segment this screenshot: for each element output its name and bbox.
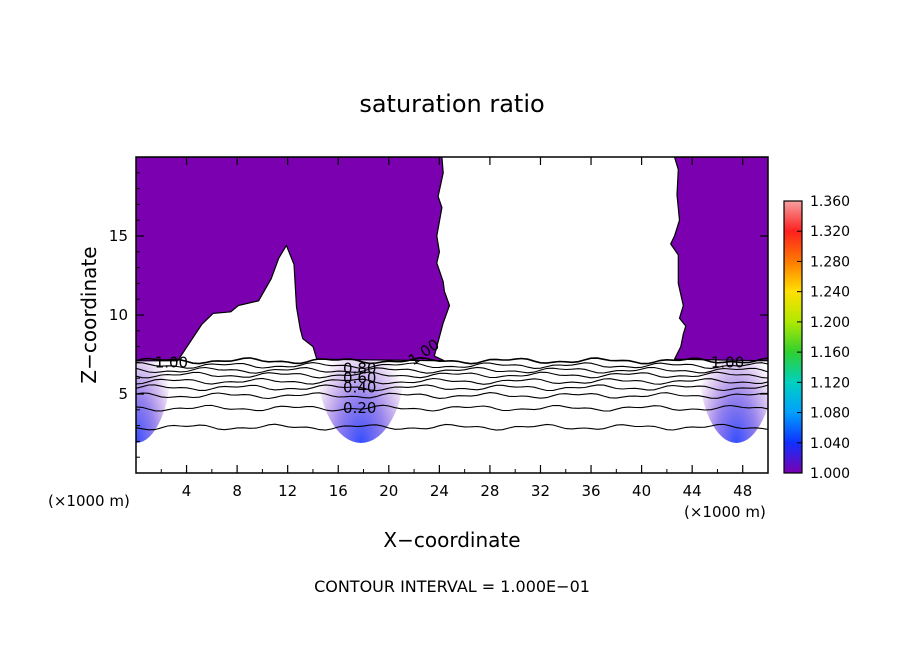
x-tick-label-48: 48 bbox=[733, 482, 752, 500]
supersaturation-region-1 bbox=[136, 157, 451, 362]
colorbar-label-1.360: 1.360 bbox=[810, 194, 850, 210]
contour-line-6 bbox=[136, 384, 768, 392]
contour-label-5: 0.20 bbox=[343, 399, 376, 417]
contour-line-2 bbox=[136, 362, 768, 370]
colorbar-label-1.040: 1.040 bbox=[810, 436, 850, 452]
y-tick-label-10: 10 bbox=[109, 306, 128, 324]
colorbar-label-1.240: 1.240 bbox=[810, 285, 850, 301]
contour-line-5 bbox=[136, 377, 768, 385]
y-axis-label: Z−coordinate bbox=[77, 246, 101, 383]
colorbar-label-1.200: 1.200 bbox=[810, 315, 850, 331]
x-axis-label: X−coordinate bbox=[383, 528, 520, 552]
colorbar-label-1.120: 1.120 bbox=[810, 375, 850, 391]
x-unit-right: (×1000 m) bbox=[684, 503, 766, 521]
y-tick-label-15: 15 bbox=[109, 227, 128, 245]
high-saturation-core-3 bbox=[698, 278, 768, 443]
chart-title: saturation ratio bbox=[359, 90, 544, 118]
contour-label-7: 1.00 bbox=[711, 353, 744, 371]
colorbar-label-1.080: 1.080 bbox=[810, 406, 850, 422]
x-tick-label-28: 28 bbox=[480, 482, 499, 500]
x-tick-label-24: 24 bbox=[430, 482, 449, 500]
contour-line-7 bbox=[136, 392, 768, 400]
x-tick-label-12: 12 bbox=[278, 482, 297, 500]
x-tick-label-44: 44 bbox=[683, 482, 702, 500]
colorbar-label-1.160: 1.160 bbox=[810, 345, 850, 361]
x-tick-label-20: 20 bbox=[379, 482, 398, 500]
contour-line-9 bbox=[136, 423, 768, 431]
contour-line-3 bbox=[136, 366, 768, 374]
contour-label-1: 1.00 bbox=[155, 353, 188, 371]
y-tick-label-5: 5 bbox=[118, 385, 128, 403]
x-tick-label-16: 16 bbox=[329, 482, 348, 500]
x-tick-label-36: 36 bbox=[581, 482, 600, 500]
colorbar-label-1.280: 1.280 bbox=[810, 254, 850, 270]
contour-line-1 bbox=[136, 356, 768, 365]
x-tick-label-4: 4 bbox=[182, 482, 192, 500]
colorbar-label-1.320: 1.320 bbox=[810, 224, 850, 240]
colorbar: 1.360 1.320 1.280 1.240 1.200 1.160 1.120 1.080… bbox=[783, 194, 850, 482]
contour-line-8 bbox=[136, 404, 768, 412]
x-tick-label-8: 8 bbox=[232, 482, 242, 500]
colorbar-scale bbox=[783, 200, 803, 474]
contour-label-3: 0.60 bbox=[343, 369, 376, 387]
high-saturation-core-1 bbox=[136, 278, 172, 443]
contour-line-4 bbox=[136, 371, 768, 379]
x-tick-label-40: 40 bbox=[632, 482, 651, 500]
contour-label-2: 0.80 bbox=[343, 360, 376, 378]
plot-area bbox=[136, 157, 768, 443]
x-unit-left: (×1000 m) bbox=[48, 492, 130, 510]
colorbar-label-1.000: 1.000 bbox=[810, 466, 850, 482]
contour-label-4: 0.40 bbox=[343, 379, 376, 397]
contour-interval-note: CONTOUR INTERVAL = 1.000E−01 bbox=[314, 577, 590, 596]
x-tick-label-32: 32 bbox=[531, 482, 550, 500]
